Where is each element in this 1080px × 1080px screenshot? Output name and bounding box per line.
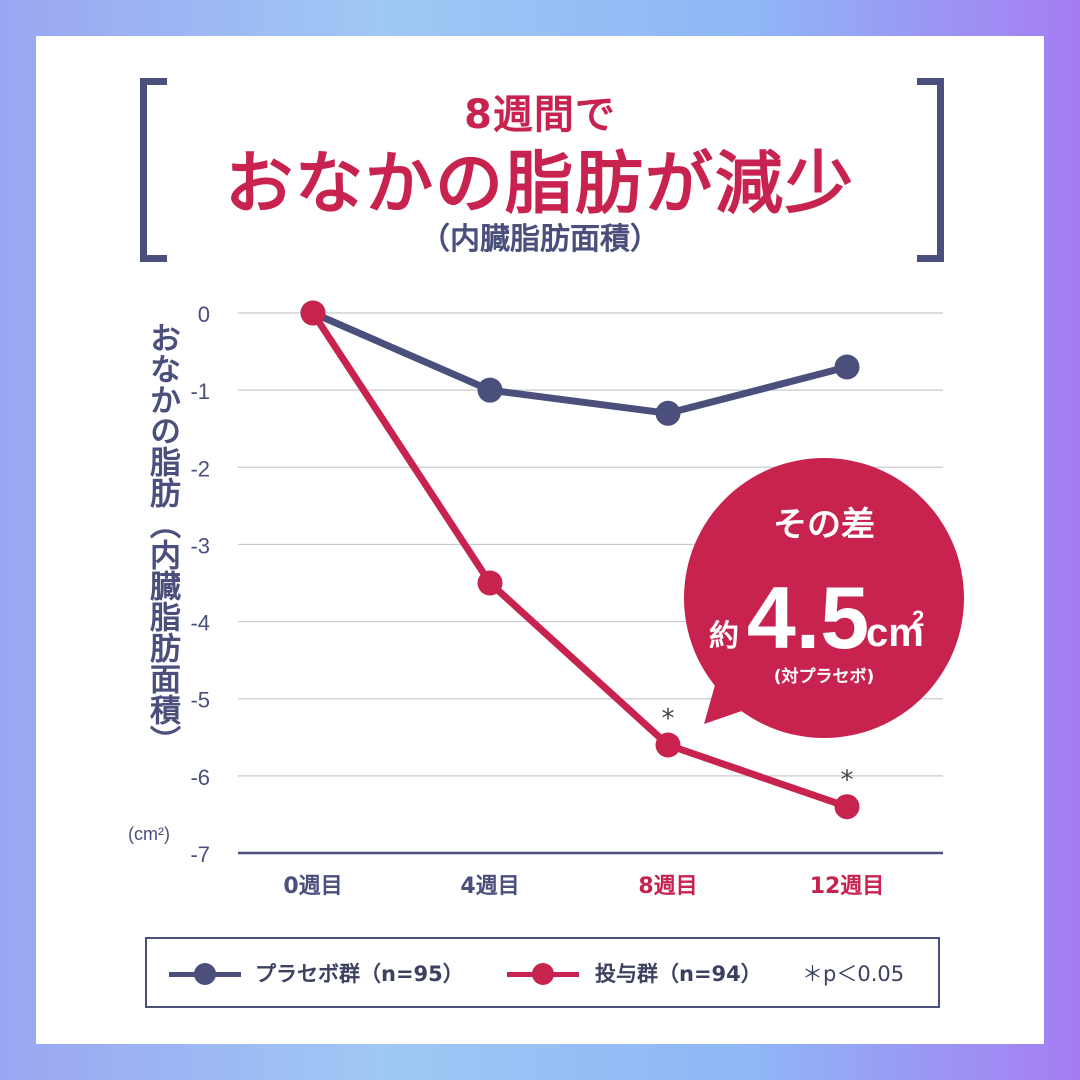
right-bracket xyxy=(917,78,944,262)
treatment-data-point xyxy=(300,300,326,326)
title-period: 8週間で xyxy=(464,92,616,138)
chart-subtitle: （内臓脂肪面積） xyxy=(420,222,660,257)
left-bracket xyxy=(140,78,167,262)
legend-treatment-label: 投与群（n=94） xyxy=(595,962,762,986)
chart-title: おなかの脂肪が減少 xyxy=(224,145,855,224)
y-tick-label: -4 xyxy=(190,611,210,636)
callout-unit: cm xyxy=(866,611,924,655)
difference-callout-tail xyxy=(704,660,762,724)
placebo-data-point xyxy=(655,400,681,426)
y-tick-label: 0 xyxy=(198,302,210,327)
y-axis-label: おなかの脂肪（内臓脂肪面積） xyxy=(144,322,180,756)
treatment-series-line xyxy=(309,309,851,811)
y-axis-unit: (cm²) xyxy=(128,824,170,844)
significance-marker: * xyxy=(841,766,854,796)
x-tick-label: 8週目 xyxy=(638,874,697,899)
legend-placebo-marker xyxy=(194,963,216,985)
legend-treatment-marker xyxy=(532,963,554,985)
callout-label: その差 xyxy=(773,505,875,545)
difference-callout-bubble xyxy=(684,458,964,738)
y-tick-label: -1 xyxy=(190,379,210,404)
callout-prefix: 約 xyxy=(709,619,739,654)
y-tick-label: -2 xyxy=(190,456,210,481)
placebo-data-point xyxy=(834,354,860,380)
y-tick-label: -5 xyxy=(190,688,210,713)
callout-note: (対プラセボ) xyxy=(774,666,875,687)
treatment-data-point xyxy=(655,732,681,758)
y-tick-label: -3 xyxy=(190,533,210,558)
x-tick-label: 4週目 xyxy=(460,874,519,899)
y-tick-label: -6 xyxy=(190,765,210,790)
y-tick-label: -7 xyxy=(190,842,210,867)
placebo-data-point xyxy=(477,377,503,403)
placebo-series-line xyxy=(309,309,851,417)
significance-note: ＊p＜0.05 xyxy=(802,962,905,986)
significance-marker: * xyxy=(662,704,675,734)
x-tick-label: 0週目 xyxy=(283,874,342,899)
treatment-data-point xyxy=(477,570,503,596)
legend-placebo-label: プラセボ群（n=95） xyxy=(255,962,464,986)
treatment-data-point xyxy=(834,794,860,820)
callout-value: 4.5 xyxy=(747,568,869,667)
chart-legend: プラセボ群（n=95） 投与群（n=94） ＊p＜0.05 xyxy=(145,937,940,1008)
x-tick-label: 12週目 xyxy=(810,874,885,899)
callout-unit-superscript: 2 xyxy=(912,606,924,631)
